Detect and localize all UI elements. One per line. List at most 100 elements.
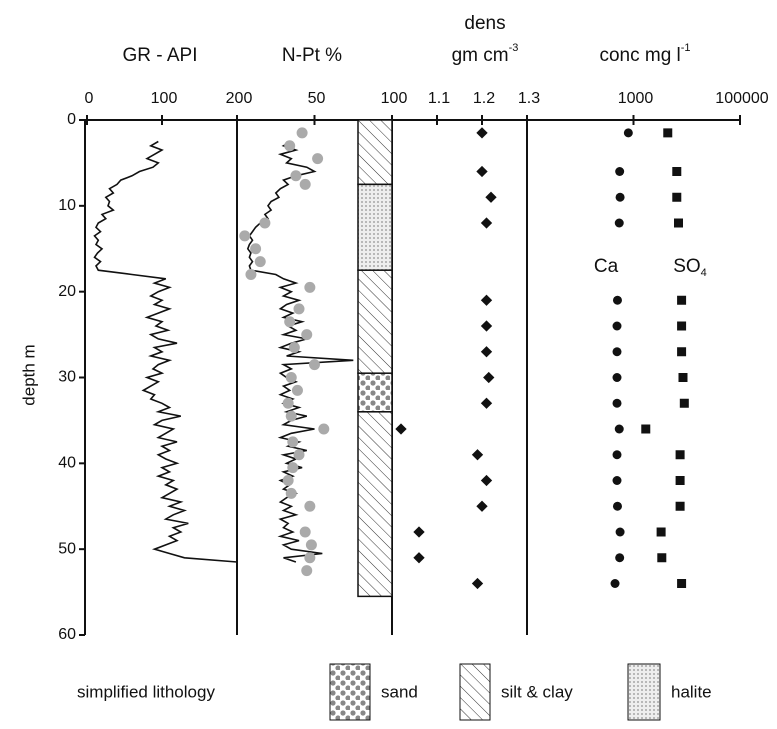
sample-point — [309, 359, 320, 371]
x-tick-label: 50 — [308, 90, 326, 107]
data-point — [480, 320, 493, 332]
series-label: Ca — [594, 256, 619, 277]
data-point — [612, 321, 622, 331]
data-point — [612, 373, 622, 382]
data-point — [674, 218, 684, 228]
data-point — [663, 128, 673, 138]
data-point — [612, 347, 622, 357]
data-point — [677, 321, 687, 331]
lithology-interval — [357, 411, 393, 598]
sample-point — [293, 449, 305, 461]
sample-point — [299, 526, 311, 538]
data-point — [677, 579, 687, 588]
x-tick-label: 1.3 — [518, 90, 540, 107]
series-name: SO — [673, 256, 700, 277]
data-point — [675, 501, 685, 511]
lithology-interval — [357, 119, 393, 186]
sample-point — [318, 423, 330, 435]
data-point — [672, 167, 682, 176]
sample-point — [301, 329, 313, 341]
data-point — [476, 165, 488, 178]
title-text: conc mg l — [599, 45, 680, 66]
data-point — [679, 398, 689, 408]
y-tick-label: 10 — [58, 197, 76, 214]
data-point — [480, 397, 493, 409]
y-axis-label: depth m — [19, 344, 38, 405]
data-point — [610, 579, 620, 588]
data-point — [612, 476, 622, 485]
data-point — [677, 295, 687, 305]
data-point — [485, 191, 497, 203]
sample-point — [254, 256, 266, 268]
sample-point — [259, 217, 271, 229]
sample-point — [304, 500, 316, 512]
subtitle-text: gm cm — [452, 45, 509, 66]
data-point — [471, 577, 484, 590]
subtitle-sup: -3 — [509, 42, 519, 54]
legend-label: silt & clay — [501, 682, 573, 701]
x-tick-label: 1.1 — [428, 90, 450, 107]
sample-point — [285, 372, 297, 383]
data-point — [480, 346, 493, 358]
data-point — [623, 128, 633, 138]
legend-title: simplified lithology — [77, 682, 215, 701]
y-tick-label: 30 — [58, 369, 76, 386]
sample-point — [284, 140, 296, 152]
data-point — [615, 527, 625, 537]
panel-title: N-Pt % — [282, 45, 342, 66]
panel-title: GR - API — [123, 45, 198, 66]
sample-point — [301, 565, 313, 577]
lithology-interval — [357, 183, 393, 271]
log-curve — [93, 140, 238, 563]
data-point — [657, 553, 667, 563]
data-point — [480, 217, 493, 229]
sample-point — [282, 397, 294, 409]
y-tick-label: 0 — [67, 111, 76, 128]
sample-point — [287, 436, 299, 448]
data-point — [476, 500, 488, 512]
data-point — [641, 424, 651, 434]
lithology-interval — [357, 372, 393, 413]
sample-point — [250, 243, 262, 255]
series-sub: 4 — [701, 267, 707, 279]
sample-point — [305, 539, 317, 551]
data-point — [480, 294, 493, 306]
data-point — [675, 476, 685, 485]
data-point — [672, 192, 682, 202]
x-tick-label: 100000 — [715, 90, 768, 107]
data-point — [413, 526, 425, 538]
legend-swatch — [627, 663, 661, 721]
data-point — [612, 501, 622, 511]
panel-title: dens — [464, 13, 505, 34]
x-tick-label: 1000 — [618, 90, 654, 107]
sample-point — [293, 303, 305, 315]
sample-point — [291, 384, 303, 396]
legend-swatch — [459, 663, 491, 721]
sample-point — [288, 341, 300, 353]
panel-subtitle: gm cm-3 — [452, 42, 519, 66]
data-point — [413, 552, 425, 564]
data-point — [471, 449, 484, 461]
data-point — [483, 371, 495, 384]
data-point — [395, 423, 407, 435]
sample-point — [285, 410, 297, 422]
data-point — [480, 474, 493, 487]
x-tick-label: 1.2 — [473, 90, 495, 107]
y-tick-label: 50 — [58, 540, 76, 557]
data-point — [615, 167, 625, 176]
data-point — [612, 450, 622, 460]
x-tick-label: 100 — [381, 90, 408, 107]
y-tick-label: 40 — [58, 455, 76, 472]
sample-point — [290, 170, 302, 182]
series-name: Ca — [594, 256, 619, 277]
sample-point — [296, 127, 308, 139]
sample-point — [304, 552, 316, 564]
title-sup: -1 — [681, 42, 691, 54]
title-text: GR - API — [123, 45, 198, 66]
sample-point — [304, 281, 316, 293]
sample-point — [284, 316, 296, 328]
data-point — [677, 347, 687, 357]
sample-point — [245, 269, 257, 280]
log-curve — [246, 140, 354, 563]
title-text: N-Pt % — [282, 45, 342, 66]
